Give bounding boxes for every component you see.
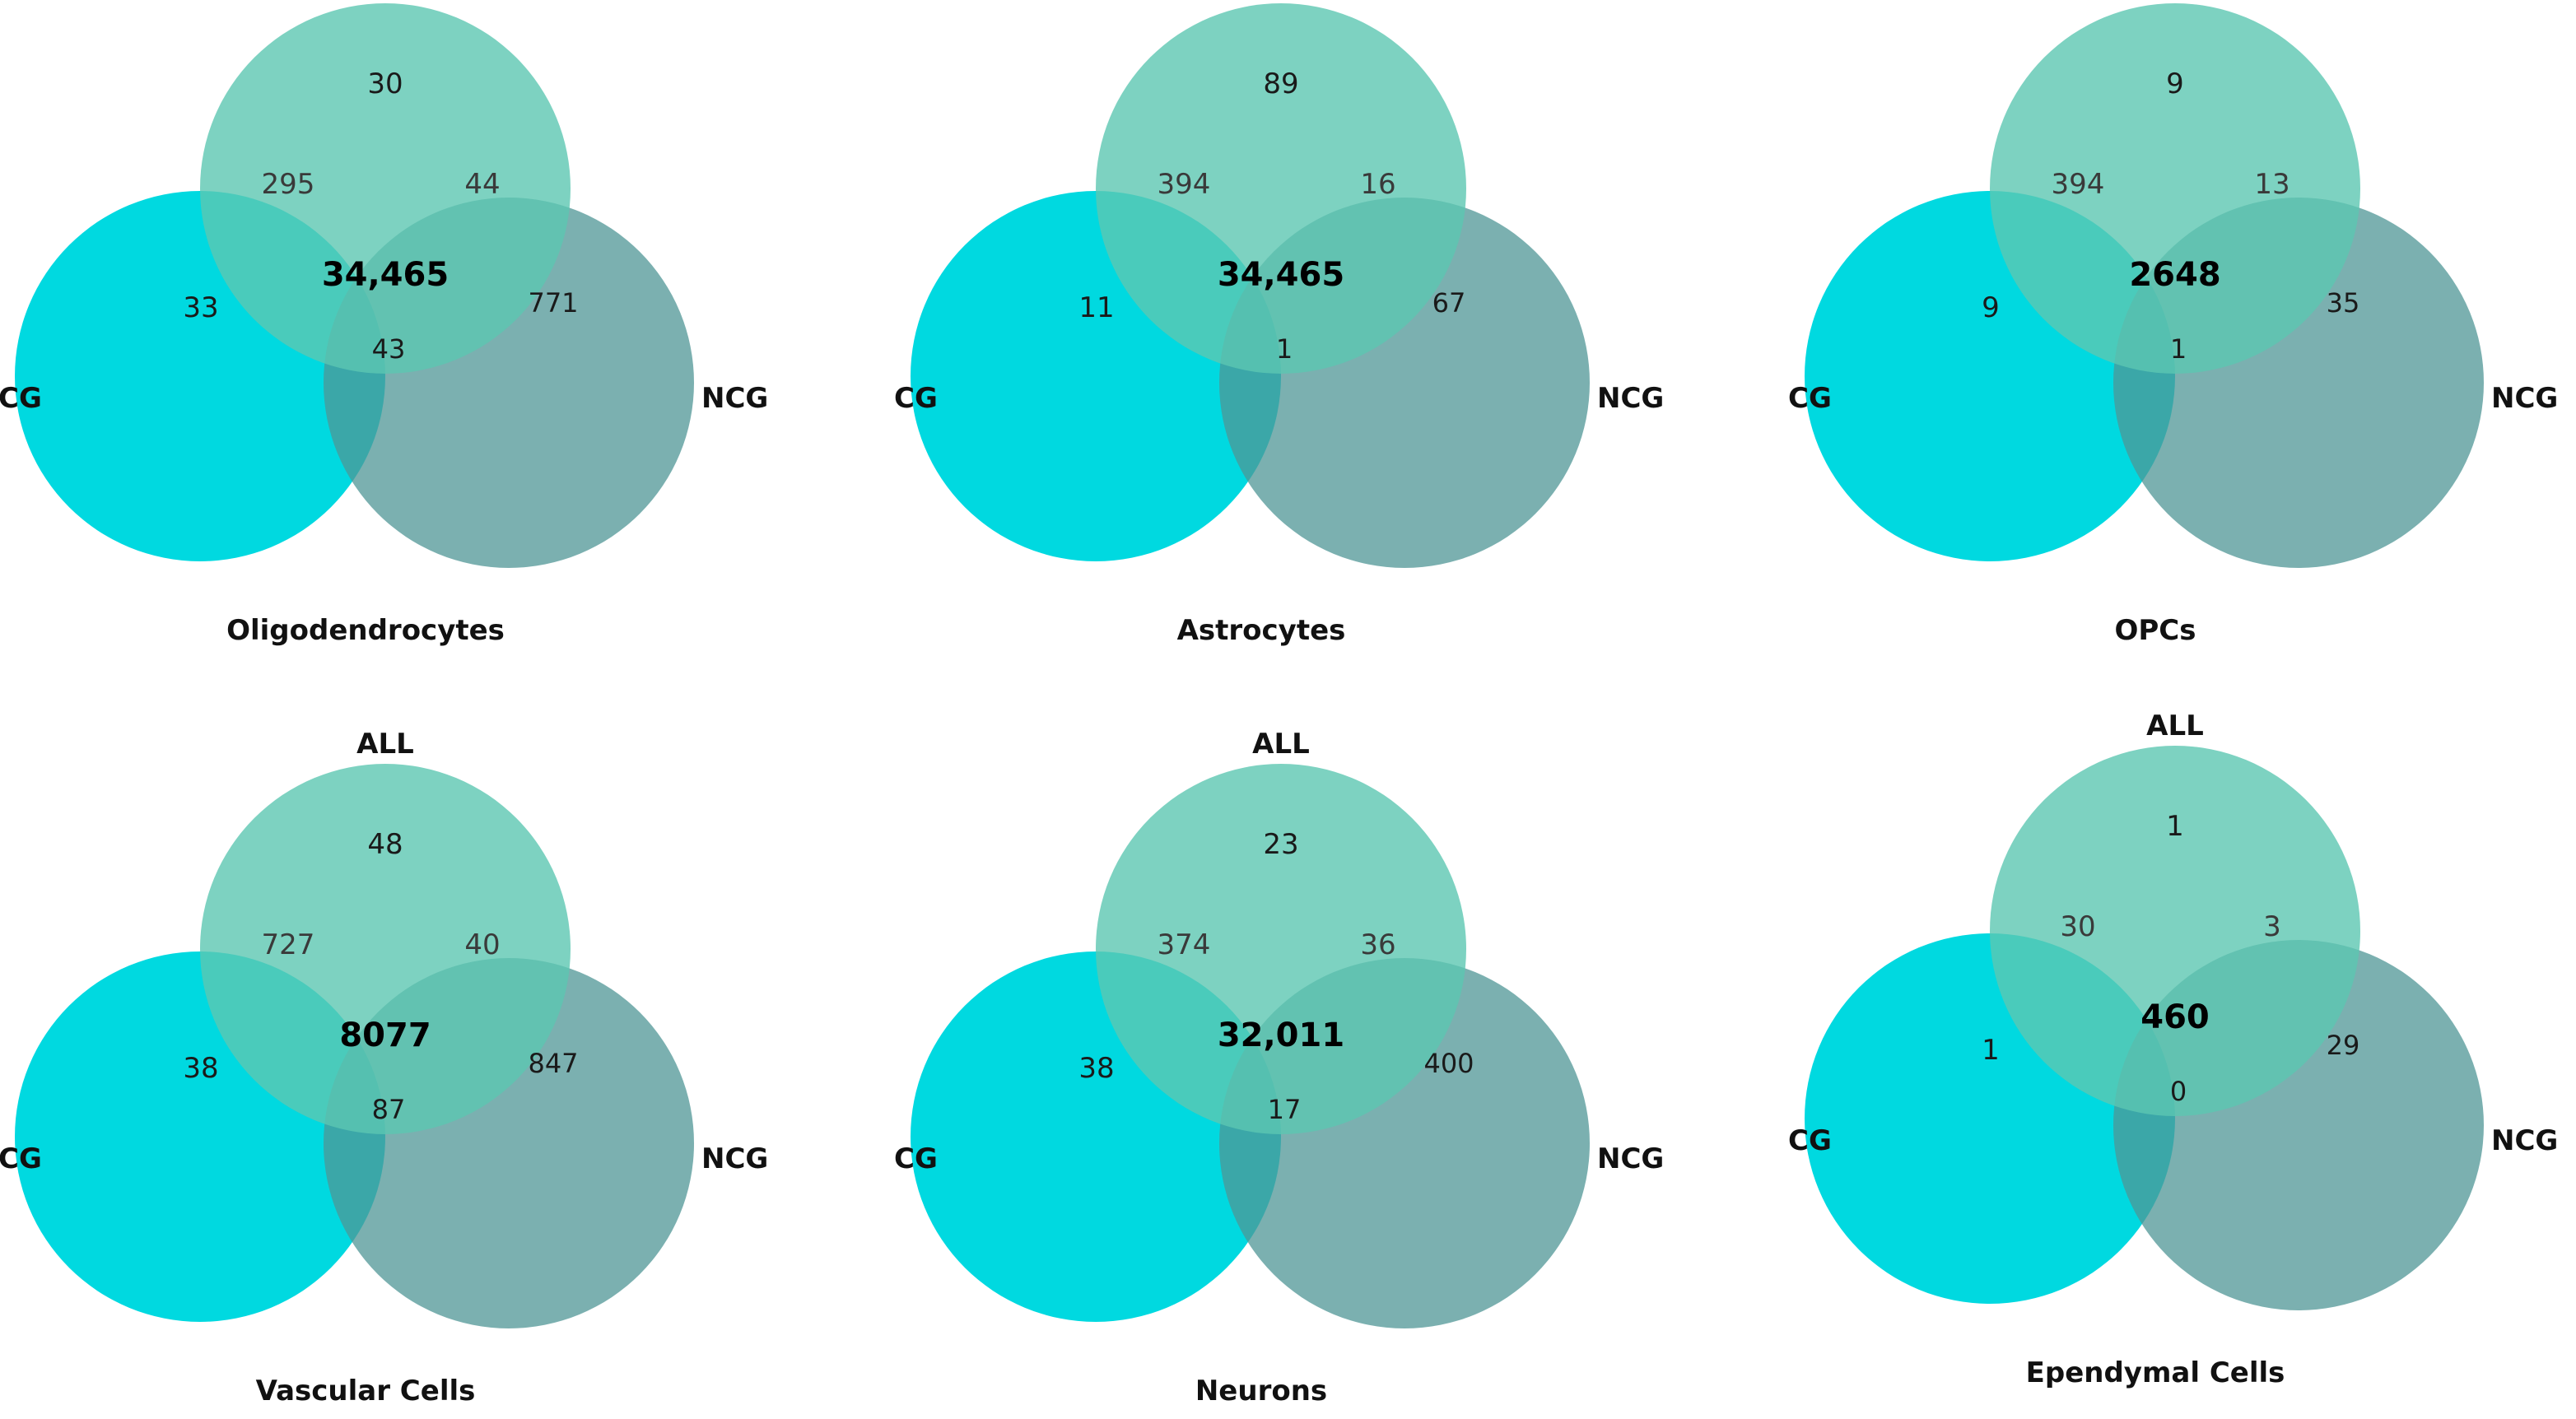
venn-panel-5: ALL CG NCG 23 374 36 32,011 38 400 17 Neurons [894,728,1664,1407]
cg-set-label: CG [1788,382,1832,415]
count-all-cg-ncg: 32,011 [1218,1017,1344,1054]
cg-set-label: CG [0,1142,42,1175]
count-all-ncg: 36 [1360,928,1395,961]
count-all-cg-ncg: 460 [2140,998,2210,1036]
ncg-set-label: NCG [2491,1124,2558,1157]
all-set-label: ALL [1252,728,1310,761]
count-all-cg: 374 [1158,928,1211,961]
all-circle [1096,3,1466,374]
count-ncg-only: 67 [1432,287,1466,319]
count-all-ncg: 44 [464,168,500,201]
all-circle [1096,764,1466,1134]
count-all-cg-ncg: 2648 [2129,256,2220,294]
count-all-ncg: 40 [464,928,500,961]
count-ncg-only: 771 [528,287,578,319]
count-all-cg: 394 [2052,168,2105,201]
cg-set-label: CG [894,1142,938,1175]
count-cg-only: 11 [1078,291,1114,324]
count-all-only: 23 [1263,828,1298,861]
count-cg-only: 38 [183,1052,218,1085]
count-all-only: 9 [2166,67,2184,100]
all-circle [1990,3,2360,374]
count-ncg-only: 847 [528,1048,578,1079]
count-all-only: 48 [367,828,403,861]
count-cg-only: 33 [183,291,218,324]
count-cg-ncg: 87 [372,1094,406,1125]
ncg-set-label: NCG [701,1142,768,1175]
ncg-set-label: NCG [1597,382,1664,415]
ncg-set-label: NCG [701,382,768,415]
count-cg-ncg: 43 [372,333,406,365]
venn-panel-1: ALLCGNCG302954434,4653377143Oligodendroc… [0,3,768,647]
panel-title: Vascular Cells [256,1375,476,1407]
count-cg-ncg: 0 [2170,1076,2187,1107]
all-circle [200,3,571,374]
count-ncg-only: 400 [1423,1048,1474,1079]
count-all-cg-ncg: 8077 [339,1017,431,1054]
ncg-set-label: NCG [2491,382,2558,415]
count-all-only: 89 [1263,67,1298,100]
panel-title: Neurons [1195,1375,1327,1407]
cg-set-label: CG [894,382,938,415]
all-circle [200,764,571,1134]
count-cg-ncg: 1 [1276,333,1293,365]
count-all-cg: 295 [262,168,315,201]
all-set-label: ALL [2146,710,2204,742]
count-all-ncg: 3 [2263,910,2281,943]
venn-panel-6: ALL CG NCG 1 30 3 460 1 29 0 Ependymal Cells [1788,710,2558,1389]
count-ncg-only: 29 [2327,1030,2360,1061]
cg-set-label: CG [0,382,42,415]
count-all-cg-ncg: 34,465 [1218,256,1344,294]
count-all-cg: 30 [2060,910,2095,943]
cg-set-label: CG [1788,1124,1832,1157]
count-cg-only: 38 [1078,1052,1114,1085]
all-set-label: ALL [356,728,414,761]
ncg-set-label: NCG [1597,1142,1664,1175]
count-cg-ncg: 17 [1268,1094,1302,1125]
count-all-ncg: 16 [1360,168,1395,201]
count-all-only: 30 [367,67,403,100]
count-all-cg: 727 [262,928,315,961]
count-cg-only: 1 [1982,1034,2000,1067]
panel-title: OPCs [2114,614,2196,647]
count-ncg-only: 35 [2327,287,2360,319]
count-all-cg: 394 [1158,168,1211,201]
all-circle [1990,746,2360,1116]
venn-panel-4: ALL CG NCG 48 727 40 8077 38 847 87 Vascular Cells [0,728,768,1407]
venn-panel-3: ALLCGNCG93941326489351OPCs [1788,3,2558,647]
panel-title: Ependymal Cells [2026,1356,2285,1389]
count-all-ncg: 13 [2254,168,2290,201]
count-all-cg-ncg: 34,465 [322,256,449,294]
count-cg-ncg: 1 [2170,333,2187,365]
panel-title: Astrocytes [1177,614,1346,647]
panel-title: Oligodendrocytes [226,614,505,647]
count-all-only: 1 [2166,810,2184,843]
count-cg-only: 9 [1982,291,2000,324]
